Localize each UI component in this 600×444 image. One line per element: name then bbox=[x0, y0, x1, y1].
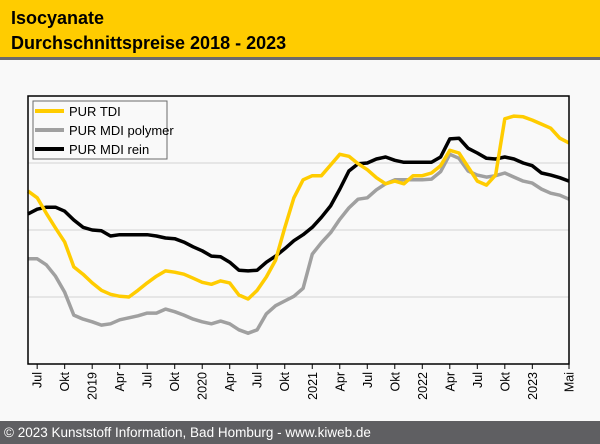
x-tick-label: Okt bbox=[498, 371, 512, 391]
x-tick-label: Okt bbox=[168, 371, 182, 391]
plot-frame bbox=[27, 95, 570, 365]
x-tick-label: Jul bbox=[361, 372, 375, 388]
legend-label: PUR TDI bbox=[69, 104, 121, 119]
x-tick-label: Okt bbox=[388, 371, 402, 391]
x-tick-label: Okt bbox=[58, 371, 72, 391]
x-tick-label: Jul bbox=[471, 372, 485, 388]
x-tick-label: Mai bbox=[563, 372, 577, 392]
x-axis: Jul Okt 2019 Apr Jul Okt 2020 Apr Jul Okt 2021 Apr J… bbox=[31, 364, 577, 400]
series-line-pur-mdi-rein bbox=[27, 136, 570, 273]
x-tick-label: 2019 bbox=[86, 372, 100, 400]
x-tick-label: 2021 bbox=[306, 372, 320, 400]
x-tick-label: Jul bbox=[31, 372, 45, 388]
x-tick-label: Apr bbox=[443, 372, 457, 391]
x-tick-label: 2023 bbox=[526, 372, 540, 400]
series-line-pur-mdi-polymer bbox=[28, 152, 570, 335]
x-tick-label: Okt bbox=[278, 371, 292, 391]
legend-label: PUR MDI rein bbox=[69, 142, 149, 157]
x-tick-label: Jul bbox=[251, 372, 265, 388]
x-tick-label: Apr bbox=[333, 372, 347, 391]
copyright-footer: © 2023 Kunststoff Information, Bad Hombu… bbox=[0, 421, 600, 444]
x-tick-label: Apr bbox=[223, 372, 237, 391]
series-lines bbox=[26, 114, 570, 335]
legend: PUR TDI PUR MDI polymer PUR MDI rein bbox=[32, 100, 174, 160]
chart-subtitle: Durchschnittspreise 2018 - 2023 bbox=[11, 33, 287, 53]
x-tick-label: 2020 bbox=[196, 372, 210, 400]
series-line-pur-tdi bbox=[26, 114, 570, 301]
x-tick-label: Jul bbox=[141, 372, 155, 388]
legend-label: PUR MDI polymer bbox=[69, 123, 174, 138]
x-tick-label: Apr bbox=[113, 372, 127, 391]
chart-title: Isocyanate bbox=[11, 8, 105, 28]
chart-header: Isocyanate Durchschnittspreise 2018 - 20… bbox=[0, 0, 600, 60]
x-tick-label: 2022 bbox=[416, 372, 430, 400]
